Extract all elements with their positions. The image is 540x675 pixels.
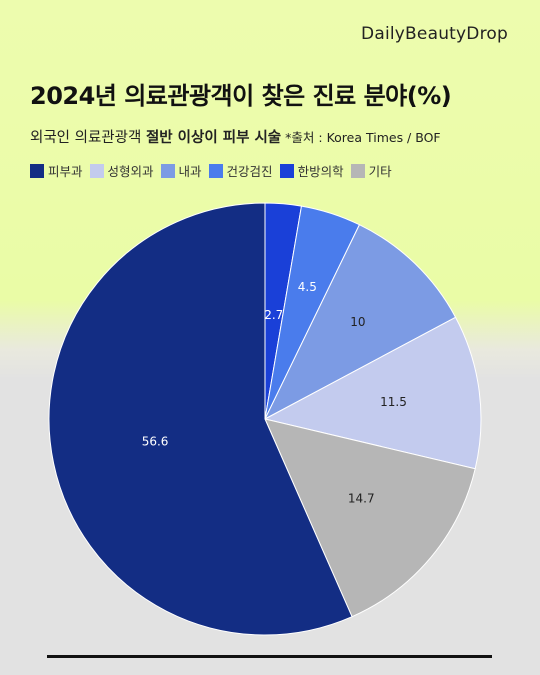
- pie-data-label: 56.6: [142, 435, 169, 449]
- bottom-divider: [47, 655, 492, 658]
- chart-legend: 피부과 성형외과 내과 건강검진 한방의학 기타: [30, 161, 399, 180]
- legend-swatch: [89, 163, 104, 178]
- pie-slice: [48, 202, 353, 636]
- legend-item-other: 기타: [350, 161, 392, 180]
- legend-label: 내과: [178, 164, 202, 179]
- legend-item-derma: 피부과: [30, 161, 83, 180]
- legend-swatch: [208, 163, 223, 178]
- legend-swatch: [30, 163, 44, 178]
- source-note: *출처 : Korea Times / BOF: [285, 130, 441, 145]
- legend-swatch: [160, 163, 175, 178]
- legend-label: 성형외과: [107, 164, 154, 179]
- pie-data-label: 2.7: [264, 308, 283, 322]
- legend-swatch: [350, 163, 365, 178]
- legend-label: 피부과: [48, 164, 83, 179]
- legend-label: 건강검진: [226, 164, 273, 179]
- legend-item-internal-medicine: 내과: [160, 161, 202, 180]
- brand-logo-text: DailyBeautyDrop: [361, 24, 508, 44]
- pie-chart: 2.7 4.5 10 11.5 14.7 56.6: [48, 202, 482, 636]
- legend-item-oriental-medicine: 한방의학: [279, 161, 344, 180]
- pie-data-label: 10: [350, 315, 365, 329]
- subtitle-text: 외국인 의료관광객: [30, 130, 146, 146]
- pie-slice: [263, 316, 482, 470]
- legend-label: 한방의학: [297, 164, 344, 179]
- legend-item-health-checkup: 건강검진: [208, 161, 273, 180]
- chart-title: 2024년 의료관광객이 찾은 진료 분야(%): [30, 82, 452, 110]
- chart-subtitle: 외국인 의료관광객 절반 이상이 피부 시술 *출처 : Korea Times …: [30, 126, 441, 147]
- pie-data-label: 14.7: [348, 492, 375, 506]
- legend-label: 기타: [368, 164, 392, 179]
- legend-swatch: [279, 163, 294, 178]
- pie-data-label: 4.5: [298, 280, 317, 294]
- legend-item-plastic-surgery: 성형외과: [89, 161, 154, 180]
- subtitle-highlight: 절반 이상이 피부 시술: [145, 130, 282, 146]
- pie-data-label: 11.5: [380, 395, 407, 409]
- pie-slice: [263, 224, 457, 421]
- pie-slice: [264, 418, 476, 618]
